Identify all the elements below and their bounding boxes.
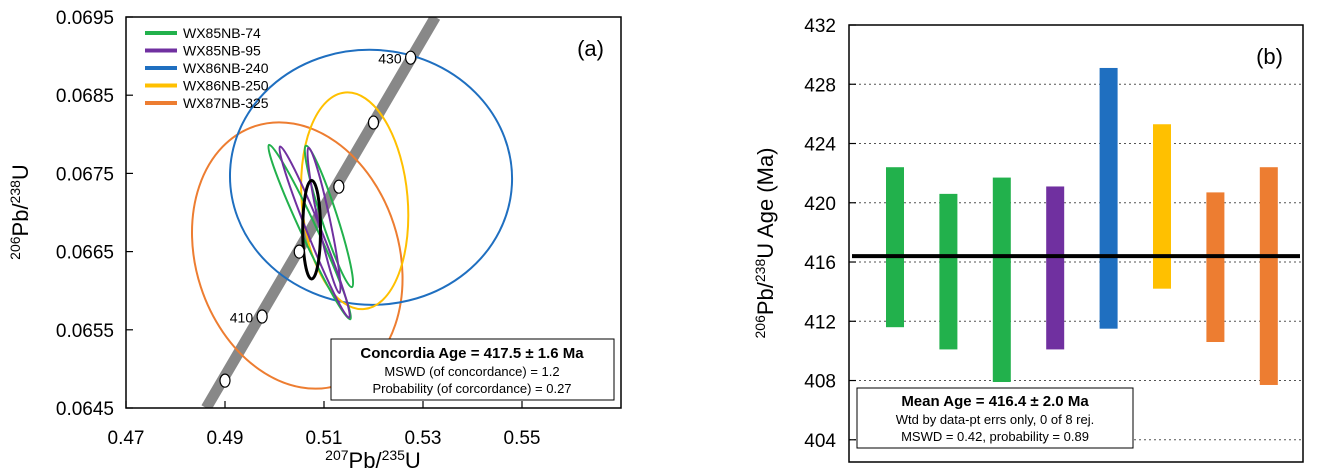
concordia-age-marker [405,50,417,65]
age-bar [1206,192,1225,343]
y-tick-label: 412 [804,312,836,333]
panel-b-weighted-mean: 404 408 412 416 420 424 428 432 (b) 206Pb/238U … [752,16,1304,463]
mean-age-mswd: MSWD = 0.42, probability = 0.89 [901,429,1089,444]
concordia-age-title: Concordia Age = 417.5 ± 1.6 Ma [360,345,584,362]
panel-b-frame [848,24,1304,463]
legend-label: WX85NB-95 [183,43,261,59]
error-ellipse [306,146,342,294]
x-axis-title-part2: U [405,448,421,470]
x-tick-label: 0.53 [405,428,442,449]
mean-age-result-box: Mean Age = 416.4 ± 2.0 Ma Wtd by data-pt… [856,387,1134,449]
x-axis-title-sup1: 207 [325,447,349,463]
y-ticks: 404 408 412 416 420 424 428 432 [804,16,856,452]
concordia-mswd: MSWD (of concordance) = 1.2 [384,364,559,379]
age-bar [1046,186,1065,350]
panel-label-a: (a) [577,36,604,61]
x-tick-label: 0.55 [504,428,541,449]
y-tick-label: 404 [804,431,836,452]
y-axis-title-sup2: 238 [7,180,23,204]
y-axis-title: 206Pb/238U [7,164,33,260]
age-bar [886,167,904,328]
y-axis-title-part2: U [8,164,33,180]
x-axis-title: 207Pb/235U [325,447,421,470]
concordia-age-marker [256,309,268,324]
y-axis-title-b: 206Pb/238U Age (Ma) [752,147,778,338]
y-tick-label: 408 [804,372,836,393]
age-bar [1153,124,1171,289]
y-ticks: 0.0645 0.0655 0.0665 0.0675 0.0685 0.0695 [56,8,133,420]
concordia-age-marker [333,179,345,194]
error-ellipse [228,48,514,306]
y-tick-label: 0.0645 [56,399,114,420]
y-axis-title-part1: Pb/ [8,203,33,237]
x-axis-title-part1: Pb/ [349,448,383,470]
x-tick-label: 0.49 [207,428,244,449]
age-bar [939,193,958,350]
panel-label-b: (b) [1256,44,1283,69]
y-axis-title-b-sup2: 238 [752,259,768,283]
y-tick-label: 424 [804,135,836,156]
y-tick-label: 0.0655 [56,321,114,342]
error-ellipse [300,91,410,311]
x-ticks: 0.47 0.49 0.51 0.53 0.55 [108,401,541,449]
panel-a-concordia: 410 430 0.47 0.49 0.51 0.53 0.55 0.0645 0.0655… [7,8,622,470]
concordia-age-points: 410 430 [219,50,417,388]
x-tick-label: 0.47 [108,428,145,449]
y-tick-label: 428 [804,75,836,96]
legend-label: WX86NB-250 [183,78,269,94]
age-bar [1099,67,1118,329]
y-tick-label: 0.0675 [56,164,114,185]
concordia-age-label: 430 [378,51,402,67]
age-bar [1259,167,1278,385]
concordia-age-marker [293,244,305,259]
concordia-age-marker [367,115,380,130]
y-tick-label: 0.0685 [56,86,114,107]
panel-a-frame [125,16,622,409]
age-bar [992,177,1011,383]
age-bars [886,67,1278,385]
y-axis-title-b-part1: Pb/ [753,281,778,315]
y-axis-title-b-sup1: 206 [752,315,768,339]
concordia-result-box: Concordia Age = 417.5 ± 1.6 Ma MSWD (of … [330,338,615,401]
legend-label: WX87NB-325 [183,95,269,111]
mean-age-result-box-frame [856,387,1134,449]
mean-age-title: Mean Age = 416.4 ± 2.0 Ma [901,393,1089,410]
legend-label: WX86NB-240 [183,60,269,76]
y-axis-title-b-part2: U Age (Ma) [753,147,778,258]
y-tick-label: 432 [804,16,836,37]
concordia-result-box-frame [330,338,615,401]
x-axis-title-sup2: 235 [382,447,406,463]
y-tick-label: 420 [804,194,836,215]
y-tick-label: 0.0695 [56,8,114,29]
x-tick-label: 0.51 [306,428,343,449]
concordia-age-ellipse [301,178,323,281]
legend-label: WX85NB-74 [183,25,261,41]
y-axis-title-sup1: 206 [7,236,23,260]
concordia-age-marker [219,373,231,388]
concordia-age-label: 410 [230,310,254,326]
y-tick-label: 416 [804,253,836,274]
gridlines [849,83,1303,441]
mean-age-weighting: Wtd by data-pt errs only, 0 of 8 rej. [896,412,1094,427]
y-tick-label: 0.0665 [56,243,114,264]
concordia-probability: Probability (of corcordance) = 0.27 [372,381,571,396]
